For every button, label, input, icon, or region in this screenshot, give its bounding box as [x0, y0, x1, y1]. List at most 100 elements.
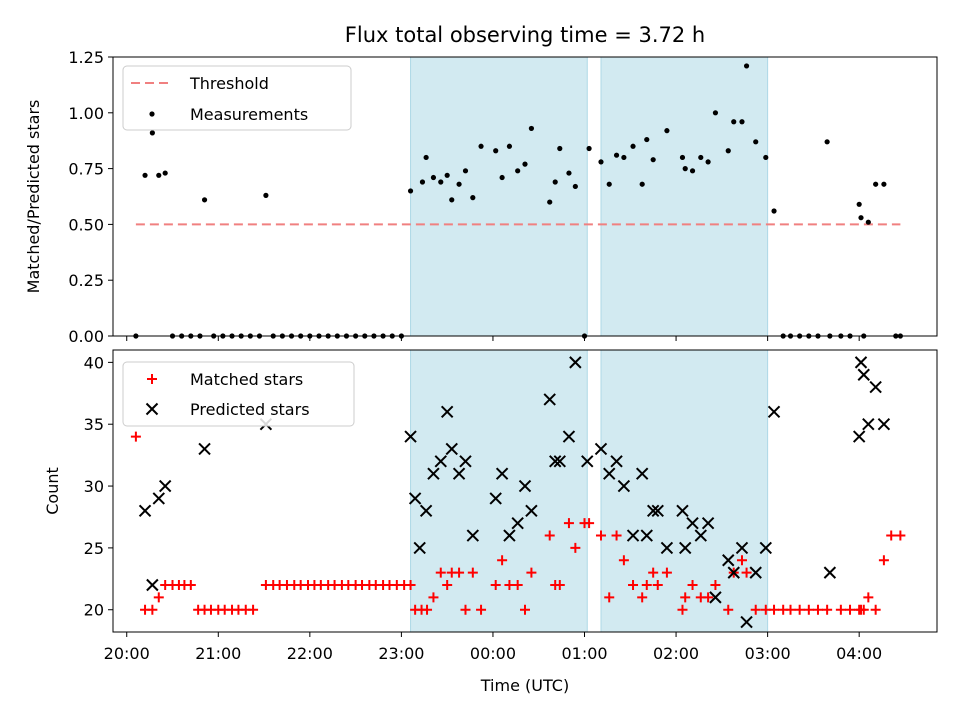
matched-star-point: [147, 604, 158, 615]
predicted-star-point: [767, 405, 781, 419]
predicted-star-point: [660, 541, 674, 555]
shaded-region-1: [600, 349, 769, 633]
matched-star-point: [442, 580, 453, 590]
measurement-point: [478, 143, 484, 149]
matched-star-point: [611, 530, 622, 541]
predicted-star-point: [434, 455, 447, 468]
matched-star-point: [563, 518, 574, 529]
measurement-point: [824, 139, 830, 145]
legend-matched-swatch: [147, 374, 157, 384]
chart-title: Flux total observing time = 3.72 h: [345, 23, 705, 47]
predicted-star-point: [495, 467, 509, 480]
predicted-star-point: [617, 479, 631, 493]
measurement-point: [407, 188, 414, 194]
measurement-point: [806, 333, 812, 339]
matched-star-point: [863, 592, 874, 603]
measurement-point: [298, 333, 304, 339]
measurement-point: [398, 333, 404, 339]
matched-star-point: [680, 592, 691, 603]
predicted-star-point: [445, 442, 458, 456]
predicted-star-point: [440, 405, 454, 419]
measurement-point: [493, 148, 499, 154]
predicted-star-point: [701, 516, 715, 530]
matched-star-point: [723, 604, 734, 615]
measurement-point: [881, 181, 887, 187]
matched-star-point: [687, 580, 698, 590]
measurement-point: [528, 125, 535, 132]
matched-star-point: [628, 580, 639, 590]
matched-star-point: [736, 555, 747, 566]
matched-star-point: [835, 604, 846, 615]
axes-frame: [112, 349, 938, 633]
predicted-star-point: [626, 529, 640, 542]
matched-star-point: [661, 567, 672, 578]
measurement-point: [858, 215, 864, 221]
measurement-point: [557, 145, 563, 152]
measurement-point: [197, 333, 203, 339]
matched-star-point: [497, 555, 508, 566]
predicted-star-point: [679, 541, 692, 555]
measurement-point: [725, 148, 731, 154]
matched-star-point: [554, 580, 565, 590]
predicted-star-point: [759, 541, 772, 555]
predicted-star-point: [727, 566, 740, 579]
y-axis-label: Matched/Predicted stars: [24, 100, 43, 294]
measurement-point: [838, 333, 844, 339]
predicted-star-point: [138, 504, 152, 517]
x-tick-label: 23:00: [378, 644, 424, 663]
x-tick-label: 04:00: [836, 644, 882, 663]
measurement-point: [712, 110, 719, 116]
shaded-region-0: [410, 56, 588, 337]
legend-measurements-swatch: [149, 111, 155, 117]
y-tick-label: 0.00: [68, 327, 104, 346]
ratio-panel: 0.00 0.25 0.50 0.75 1.00 1.25 Matched/Predicte…: [24, 48, 938, 346]
matched-star-point: [512, 580, 523, 590]
measurement-point: [229, 333, 235, 339]
measurement-point: [630, 143, 636, 149]
matched-star-point: [618, 555, 629, 566]
legend-box: [122, 361, 355, 427]
measurement-point: [522, 161, 528, 167]
measurement-point: [847, 333, 853, 339]
matched-star-point: [584, 518, 595, 529]
predicted-star-point: [562, 430, 576, 443]
measurement-point: [362, 333, 368, 339]
matched-star-point: [595, 530, 606, 541]
predicted-star-point: [503, 529, 516, 542]
predicted-star-point: [198, 442, 211, 456]
measurement-point: [787, 333, 794, 339]
measurement-point: [705, 159, 711, 165]
matched-star-point: [130, 431, 141, 442]
predicted-star-point: [862, 418, 875, 431]
measurement-point: [586, 145, 592, 152]
measurement-point: [133, 333, 139, 339]
matched-star-point: [405, 580, 416, 590]
predicted-star-point: [709, 591, 722, 604]
measurement-point: [156, 172, 162, 178]
measurement-point: [149, 130, 155, 136]
matched-star-point: [741, 567, 752, 578]
measurement-point: [462, 168, 469, 174]
measurement-point: [664, 128, 670, 134]
matched-star-point: [248, 604, 259, 615]
y-tick-label: 0.50: [68, 215, 104, 234]
measurement-point: [797, 333, 803, 339]
y-tick-label: 40: [84, 353, 104, 372]
predicted-star-point: [518, 479, 532, 493]
measurement-point: [316, 333, 322, 339]
measurement-point: [256, 333, 263, 339]
measurement-point: [334, 333, 340, 339]
matched-star-point: [822, 604, 833, 615]
matched-star-point: [467, 567, 478, 578]
measurement-point: [780, 333, 786, 339]
predicted-star-point: [694, 529, 707, 542]
count-panel: 20 25 30 35 40 Count 20:00 21:00 22:00 23:00 00:00…: [43, 349, 938, 695]
matched-star-point: [710, 580, 721, 590]
shaded-region-1: [600, 56, 769, 337]
measurement-point: [423, 154, 429, 161]
measurement-point: [682, 166, 688, 172]
predicted-star-point: [749, 566, 762, 579]
measurement-point: [162, 170, 168, 176]
legend-predicted-swatch: [145, 402, 159, 416]
